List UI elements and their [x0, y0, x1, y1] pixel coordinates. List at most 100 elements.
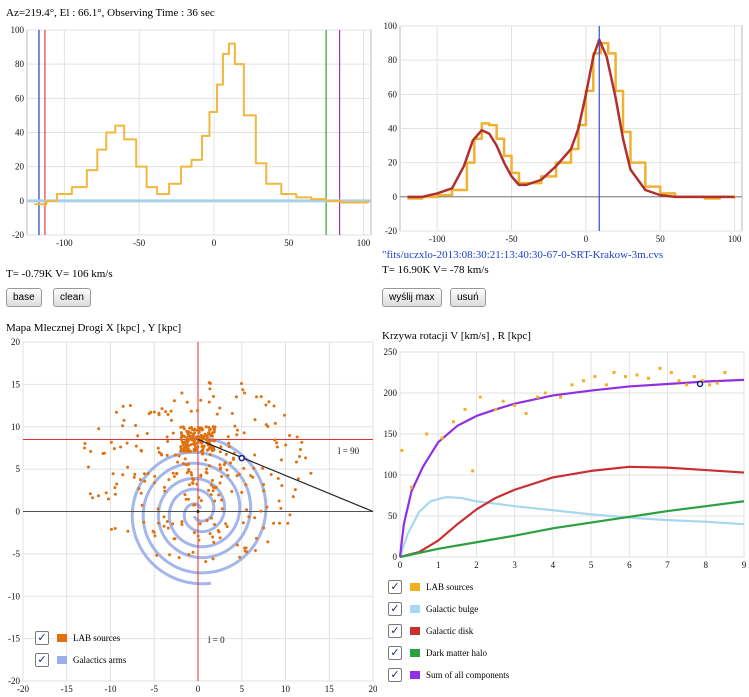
lab-source-point	[164, 410, 168, 414]
lab-source-point	[513, 403, 517, 407]
lab-source-point	[278, 521, 282, 525]
lab-source-point	[171, 522, 175, 526]
clean-button[interactable]: clean	[53, 288, 91, 307]
lab-source-point	[177, 556, 181, 560]
lab-source-point	[243, 546, 247, 550]
lab-source-point	[219, 466, 223, 470]
lab-source-point	[191, 481, 195, 485]
checkbox[interactable]: ✓	[388, 580, 402, 594]
lab-source-point	[224, 522, 228, 526]
lab-source-point	[153, 481, 157, 485]
checkbox[interactable]: ✓	[35, 653, 49, 667]
lab-source-point	[168, 553, 172, 557]
lab-source-point	[88, 492, 92, 496]
lab-source-point	[210, 439, 214, 443]
lab-source-point	[209, 483, 213, 487]
lab-source-point	[253, 418, 257, 422]
checkbox[interactable]: ✓	[388, 602, 402, 616]
fit-filename: "fits/uczxlo-2013:08:30:21:13:40:30-67-0…	[382, 249, 664, 261]
lab-source-point	[171, 431, 175, 435]
selected-point	[238, 454, 245, 462]
checkbox[interactable]: ✓	[388, 646, 402, 660]
lab-source-point	[218, 481, 222, 485]
legend-label: LAB sources	[73, 633, 121, 643]
lab-source-point	[295, 435, 299, 439]
lab-source-point	[163, 489, 167, 493]
legend-swatch	[57, 656, 67, 664]
lab-source-point	[193, 503, 197, 507]
lab-source-point	[300, 440, 304, 444]
lab-source-point	[269, 472, 273, 476]
lab-source-point	[213, 499, 217, 503]
checkbox[interactable]: ✓	[35, 631, 49, 645]
y-tick-label: 5	[16, 464, 21, 474]
legend-item-dark-matter-halo[interactable]: ✓ Dark matter halo	[388, 642, 509, 664]
legend-item-galactic-disk[interactable]: ✓ Galactic disk	[388, 620, 509, 642]
lab-source-point	[612, 371, 616, 374]
lab-source-point	[113, 486, 117, 490]
lab-source-point	[165, 519, 169, 523]
lab-source-point	[207, 425, 211, 429]
send-max-button[interactable]: wyślij max	[382, 288, 442, 307]
lab-source-point	[185, 429, 189, 433]
lab-source-point	[199, 441, 203, 445]
lab-source-point	[184, 497, 188, 501]
lab-source-point	[134, 423, 138, 427]
lab-source-point	[204, 425, 208, 429]
lab-source-point	[185, 400, 189, 404]
lab-source-point	[197, 538, 201, 542]
spectrum-series	[34, 42, 370, 206]
legend-item-lab-sources[interactable]: ✓ LAB sources	[388, 576, 509, 598]
lab-source-point	[109, 527, 113, 531]
lab-source-point	[211, 535, 215, 539]
x-tick-label: -50	[133, 238, 145, 248]
legend-swatch	[410, 627, 420, 635]
legend-swatch	[57, 634, 67, 642]
x-tick-label: -5	[151, 684, 159, 694]
lab-source-point	[230, 489, 234, 493]
lab-source-point	[284, 443, 288, 447]
lab-source-point	[136, 434, 140, 438]
lab-source-point	[189, 409, 193, 413]
lab-source-point	[288, 433, 292, 437]
lab-source-point	[187, 469, 191, 473]
lab-source-point	[179, 431, 183, 435]
lab-source-point	[241, 521, 245, 525]
lab-source-point	[635, 373, 639, 377]
x-tick-label: -100	[56, 238, 73, 248]
checkbox[interactable]: ✓	[388, 624, 402, 638]
fit-readout: T= 16.90K V= -78 km/s	[382, 264, 489, 276]
lab-source-point	[198, 522, 202, 526]
legend-item-sum-of-components[interactable]: ✓ Sum of all components	[388, 664, 509, 686]
y-tick-label: 100	[384, 470, 398, 480]
legend-swatch	[410, 671, 420, 679]
lab-source-point	[233, 424, 237, 428]
legend-item-galactic-bulge[interactable]: ✓ Galactic bulge	[388, 598, 509, 620]
base-button[interactable]: base	[6, 288, 42, 307]
y-tick-label: 0	[393, 192, 398, 202]
lab-source-point	[121, 473, 125, 477]
delete-button[interactable]: usuń	[450, 288, 486, 307]
lab-source-point	[147, 412, 151, 416]
lab-source-point	[91, 496, 95, 500]
lab-source-point	[172, 475, 176, 479]
y-tick-label: -15	[8, 634, 20, 644]
lab-source-point	[200, 428, 204, 432]
lab-source-point	[215, 412, 219, 416]
lab-source-point	[266, 540, 270, 544]
lab-source-point	[282, 413, 286, 417]
rotation-series	[398, 496, 745, 558]
lab-source-point	[187, 434, 191, 438]
spectrum-header: Az=219.4°, El : 66.1°, Observing Time : …	[6, 7, 215, 19]
legend-item-lab-sources[interactable]: ✓ LAB sources	[35, 627, 126, 649]
lab-source-point	[275, 441, 279, 445]
legend-item-galactic-arms[interactable]: ✓ Galactics arms	[35, 649, 126, 671]
lab-source-point	[243, 391, 247, 395]
checkbox[interactable]: ✓	[388, 668, 402, 682]
lab-source-point	[82, 446, 86, 450]
lab-source-point	[272, 404, 276, 408]
y-tick-label: 10	[11, 422, 21, 432]
lab-source-point	[226, 435, 230, 439]
lab-source-point	[265, 505, 269, 509]
lab-source-point	[234, 395, 238, 399]
